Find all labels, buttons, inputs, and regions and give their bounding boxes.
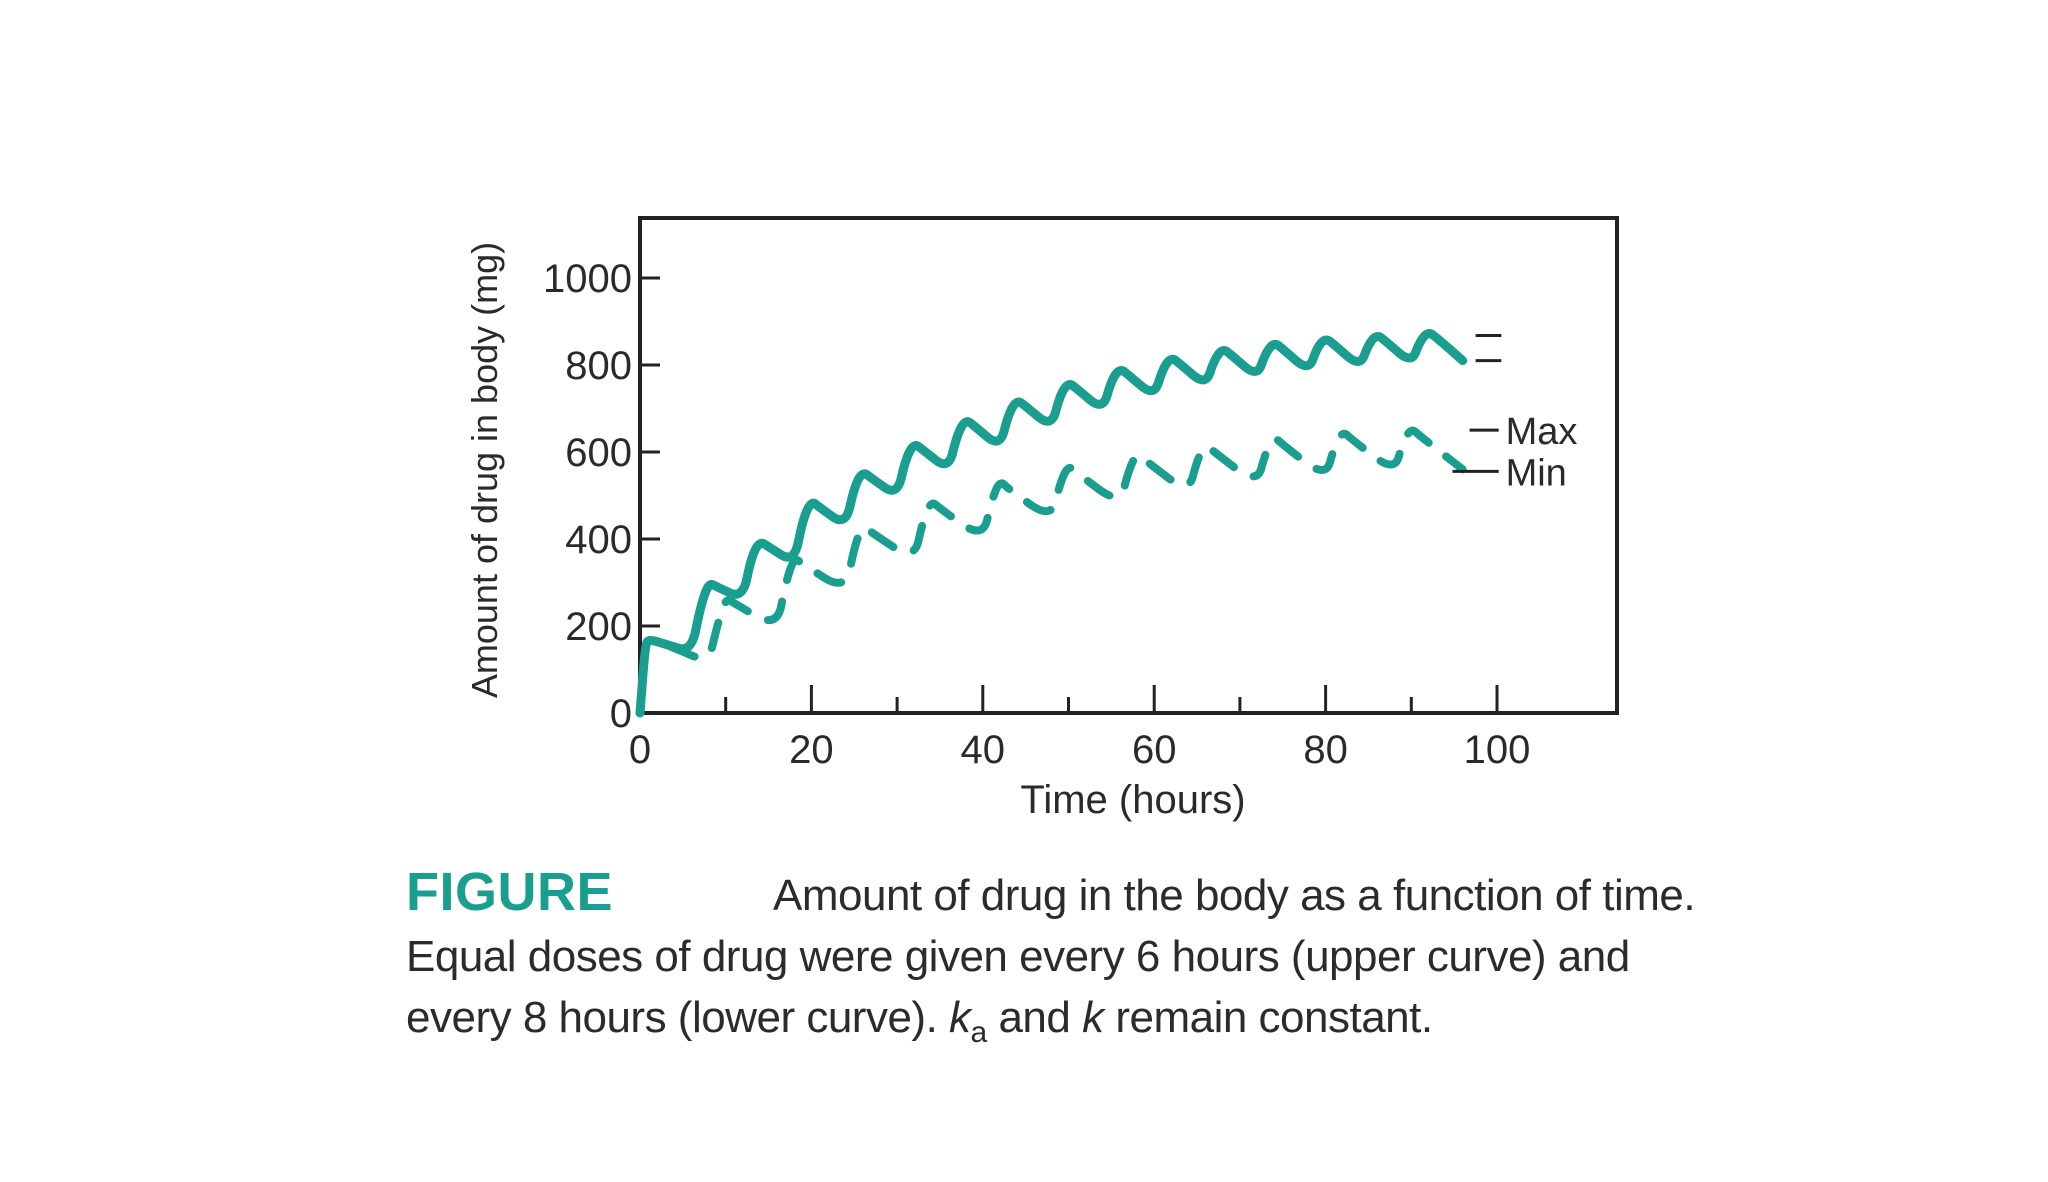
y-tick-label-0: 0: [610, 692, 632, 736]
x-tick-label-0: 0: [629, 728, 651, 772]
plot-frame: [638, 216, 1619, 715]
figure-caption: FIGURE Amount of drug in the body as a fu…: [406, 862, 1706, 1063]
y-tick-label-1000: 1000: [543, 257, 632, 301]
series-lower-8h: [636, 426, 1467, 717]
y-tick-label-800: 800: [565, 344, 632, 388]
caption-ka-symbol: ka: [949, 993, 987, 1049]
caption-k-symbol: k: [1082, 993, 1104, 1042]
annotation-min: Min: [1506, 452, 1567, 494]
caption-and: and: [986, 993, 1083, 1042]
y-tick-label-600: 600: [565, 431, 632, 475]
series-upper-6h: [635, 328, 1468, 718]
x-tick-label-60: 60: [1132, 728, 1177, 772]
x-tick-label-40: 40: [961, 728, 1006, 772]
caption-text: Amount of drug in the body as a function…: [406, 871, 1707, 1042]
y-axis-label: Amount of drug in body (mg): [464, 242, 505, 698]
caption-label: FIGURE: [406, 862, 614, 922]
caption-tail: remain constant.: [1103, 993, 1433, 1042]
x-tick-label-100: 100: [1464, 728, 1531, 772]
x-tick-label-80: 80: [1303, 728, 1348, 772]
x-axis-label: Time (hours): [1020, 778, 1245, 822]
y-tick-label-400: 400: [565, 518, 632, 562]
y-tick-label-200: 200: [565, 605, 632, 649]
x-tick-label-20: 20: [789, 728, 834, 772]
annotation-max: Max: [1506, 411, 1578, 453]
